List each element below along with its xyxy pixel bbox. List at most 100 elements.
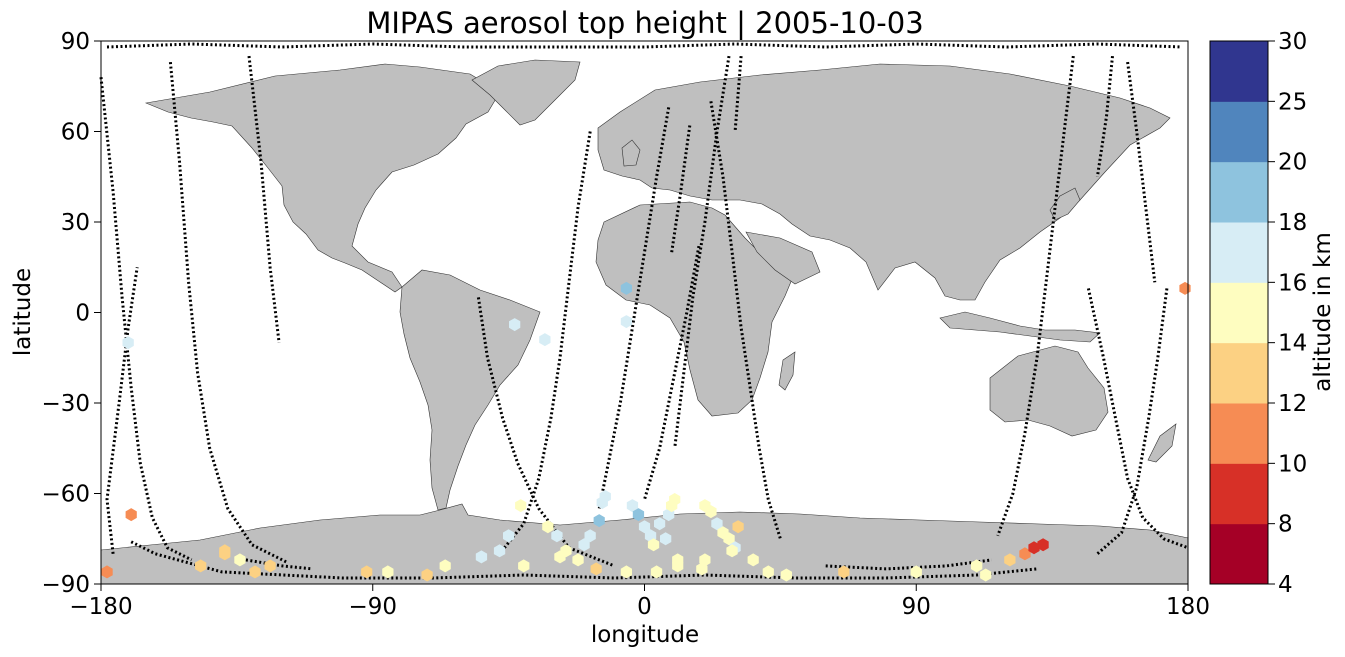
orbit-track-11	[673, 55, 731, 449]
colorbar-tick-label-2: 10	[1278, 451, 1307, 477]
data-point-18	[509, 318, 521, 332]
colorbar-bin-7	[1210, 101, 1268, 163]
data-point-36	[638, 520, 651, 534]
land-eurasia	[597, 63, 1171, 301]
data-point-43	[669, 493, 681, 506]
data-point-27	[593, 514, 605, 528]
colorbar-ticks: 4 8 10 12 14 16 18 20 25 30	[1268, 29, 1307, 598]
data-point-19	[539, 333, 551, 347]
colorbar-frame	[1209, 40, 1269, 585]
land-madagascar	[778, 351, 796, 391]
x-tick-label-2: 0	[637, 594, 652, 620]
land-indonesia	[939, 311, 1101, 343]
x-axis-ticks: −180 −90 0 90 180	[69, 584, 1210, 620]
data-point-1	[101, 565, 113, 579]
data-point-23	[560, 544, 572, 558]
data-point-14	[493, 544, 506, 558]
data-point-6	[264, 559, 276, 573]
data-point-63	[980, 568, 992, 582]
data-point-64	[1004, 553, 1016, 567]
data-point-12	[439, 559, 451, 573]
orbit-track-12	[733, 55, 743, 132]
colorbar-bins	[1210, 41, 1268, 585]
orbit-track-19	[245, 558, 313, 571]
data-point-24	[572, 553, 584, 567]
land-australia	[989, 345, 1109, 437]
data-point-66	[1028, 541, 1040, 555]
data-point-30	[590, 562, 602, 576]
data-point-20	[542, 520, 554, 534]
land-uk	[621, 139, 641, 167]
x-axis-label: longitude	[591, 622, 699, 648]
data-point-32	[620, 281, 632, 295]
data-point-46	[672, 559, 684, 573]
y-axis-ticks: −90 −60 −30 0 30 60 90	[41, 29, 101, 598]
data-point-10	[382, 565, 394, 579]
y-tick-label-1: −60	[41, 482, 90, 508]
data-point-4	[234, 553, 246, 567]
orbit-track-4	[130, 540, 1038, 580]
colorbar-tick-label-4: 14	[1278, 331, 1307, 357]
orbit-track-2	[247, 55, 281, 343]
data-point-54	[726, 544, 738, 558]
land-new-zealand	[1147, 423, 1177, 463]
data-point-53	[732, 520, 744, 534]
colorbar-tick-label-8: 25	[1278, 89, 1307, 115]
data-point-65	[1019, 547, 1031, 561]
colorbar-tick-label-1: 8	[1278, 512, 1293, 538]
data-point-11	[421, 568, 433, 582]
orbit-track-3	[105, 267, 139, 554]
y-tick-label-6: 90	[61, 29, 90, 55]
data-point-0	[122, 336, 134, 350]
data-point-15	[503, 529, 515, 543]
data-point-25	[578, 538, 590, 552]
colorbar-bin-3	[1210, 342, 1268, 404]
colorbar-bin-4	[1210, 282, 1268, 344]
data-point-61	[910, 565, 922, 579]
chart-title: MIPAS aerosol top height | 2005-10-03	[366, 6, 923, 40]
colorbar-tick-label-3: 12	[1278, 391, 1307, 417]
colorbar-bin-1	[1210, 463, 1268, 525]
data-point-5	[249, 565, 261, 579]
x-tick-label-1: −90	[348, 594, 397, 620]
colorbar-tick-label-0: 4	[1278, 572, 1293, 598]
orbit-track-15	[1086, 288, 1189, 550]
orbit-track-8	[597, 107, 671, 509]
orbit-track-14	[996, 55, 1075, 537]
colorbar: 4 8 10 12 14 16 18 20 25 30 altitude in km	[1209, 29, 1336, 598]
data-point-38	[647, 538, 660, 552]
colorbar-bin-8	[1210, 41, 1268, 102]
orbit-track-1	[168, 61, 289, 565]
colorbar-tick-label-6: 18	[1278, 210, 1307, 236]
land-south-america	[399, 269, 541, 511]
data-point-60	[838, 565, 850, 579]
data-point-40	[660, 532, 672, 546]
land-arabia	[745, 231, 821, 285]
land-north-america	[144, 63, 501, 293]
data-point-62	[971, 559, 983, 573]
data-point-35	[632, 508, 645, 522]
x-tick-label-0: −180	[69, 594, 132, 620]
data-point-21	[551, 529, 563, 543]
data-point-51	[723, 532, 735, 546]
data-point-67	[1037, 538, 1049, 552]
data-point-9	[361, 565, 373, 579]
data-point-34	[626, 499, 639, 513]
data-point-13	[475, 550, 488, 564]
colorbar-bin-2	[1210, 403, 1268, 464]
y-tick-label-5: 60	[61, 120, 90, 146]
y-tick-label-4: 30	[61, 210, 90, 236]
colorbar-tick-label-9: 30	[1278, 29, 1307, 55]
data-point-59	[780, 568, 792, 582]
data-point-26	[584, 529, 596, 543]
colorbar-tick-label-5: 16	[1278, 270, 1307, 296]
y-tick-label-3: 0	[75, 301, 90, 327]
colorbar-bin-6	[1210, 161, 1268, 223]
land-greenland	[471, 59, 581, 126]
y-axis-label: latitude	[10, 268, 36, 356]
land-antarctica	[100, 503, 1189, 585]
data-point-17	[515, 499, 527, 513]
data-point-2	[125, 508, 137, 522]
land-masses	[100, 59, 1189, 585]
